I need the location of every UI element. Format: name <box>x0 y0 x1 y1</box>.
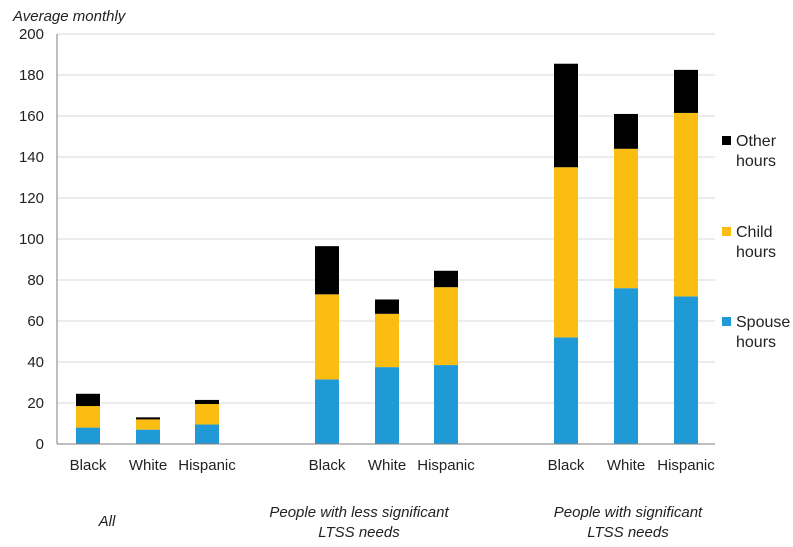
y-tick-label: 60 <box>27 313 44 330</box>
y-tick-label: 0 <box>36 436 44 453</box>
y-tick-label: 40 <box>27 354 44 371</box>
bar-segment-child-hours-white <box>614 148 638 289</box>
bar-segment-child-hours-black <box>315 294 339 380</box>
bar-segment-spouse-hours-hispanic <box>674 296 698 444</box>
bar-segment-child-hours-black <box>554 167 578 338</box>
x-category-label: Hispanic <box>417 457 475 474</box>
bar-segment-child-hours-hispanic <box>434 287 458 366</box>
y-tick-label: 200 <box>19 26 44 43</box>
group-label: LTSS needs <box>318 524 400 541</box>
y-tick-label: 20 <box>27 395 44 412</box>
y-tick-label: 120 <box>19 190 44 207</box>
bar-segment-spouse-hours-hispanic <box>195 424 219 444</box>
bar-segment-spouse-hours-black <box>315 379 339 444</box>
bar-segment-other-hours-black <box>76 393 100 407</box>
axes <box>56 34 715 445</box>
bar-segment-other-hours-white <box>375 299 399 314</box>
y-tick-label: 100 <box>19 231 44 248</box>
bar-segment-child-hours-white <box>136 419 160 430</box>
x-category-label: Black <box>309 457 346 474</box>
y-axis-title: Average monthly <box>12 8 127 25</box>
y-tick-label: 80 <box>27 272 44 289</box>
legend-swatch <box>722 317 731 326</box>
legend-label: Child <box>736 224 772 241</box>
y-tick-label: 160 <box>19 108 44 125</box>
group-label: People with less significant <box>269 504 449 521</box>
legend-label: Spouse <box>736 314 790 331</box>
legend: Other hours Child hours Spouse hours <box>722 133 790 351</box>
legend-swatch <box>722 136 731 145</box>
x-category-label: Hispanic <box>657 457 715 474</box>
bar-segment-spouse-hours-hispanic <box>434 365 458 444</box>
x-category-label: Black <box>548 457 585 474</box>
x-category-label: White <box>607 457 645 474</box>
bar-segment-other-hours-hispanic <box>434 270 458 288</box>
group-label: People with significant <box>554 504 703 521</box>
bars <box>76 63 698 444</box>
legend-label: hours <box>736 153 776 170</box>
legend-swatch <box>722 227 731 236</box>
bar-segment-other-hours-hispanic <box>195 399 219 405</box>
bar-segment-other-hours-black <box>554 63 578 168</box>
legend-label: hours <box>736 334 776 351</box>
bar-segment-spouse-hours-black <box>554 337 578 444</box>
bar-segment-child-hours-hispanic <box>195 404 219 425</box>
bar-segment-spouse-hours-black <box>76 427 100 444</box>
bar-segment-other-hours-white <box>136 417 160 420</box>
group-label: All <box>98 513 116 530</box>
bar-segment-other-hours-white <box>614 113 638 149</box>
y-tick-label: 140 <box>19 149 44 166</box>
bar-segment-child-hours-black <box>76 406 100 428</box>
y-tick-label: 180 <box>19 67 44 84</box>
legend-label: hours <box>736 244 776 261</box>
bar-segment-spouse-hours-white <box>375 367 399 444</box>
bar-segment-spouse-hours-white <box>136 429 160 444</box>
bar-segment-other-hours-hispanic <box>674 69 698 113</box>
x-category-label: Black <box>70 457 107 474</box>
bar-segment-other-hours-black <box>315 246 339 295</box>
labels: 0 20 40 60 80 100 120 140 160 180 200 Black White His… <box>19 26 715 541</box>
legend-label: Other <box>736 133 777 150</box>
x-category-label: Hispanic <box>178 457 236 474</box>
gridlines <box>57 33 715 445</box>
bar-segment-child-hours-white <box>375 313 399 368</box>
group-label: LTSS needs <box>587 524 669 541</box>
x-category-label: White <box>129 457 167 474</box>
bar-segment-child-hours-hispanic <box>674 112 698 297</box>
x-category-label: White <box>368 457 406 474</box>
bar-segment-spouse-hours-white <box>614 288 638 444</box>
